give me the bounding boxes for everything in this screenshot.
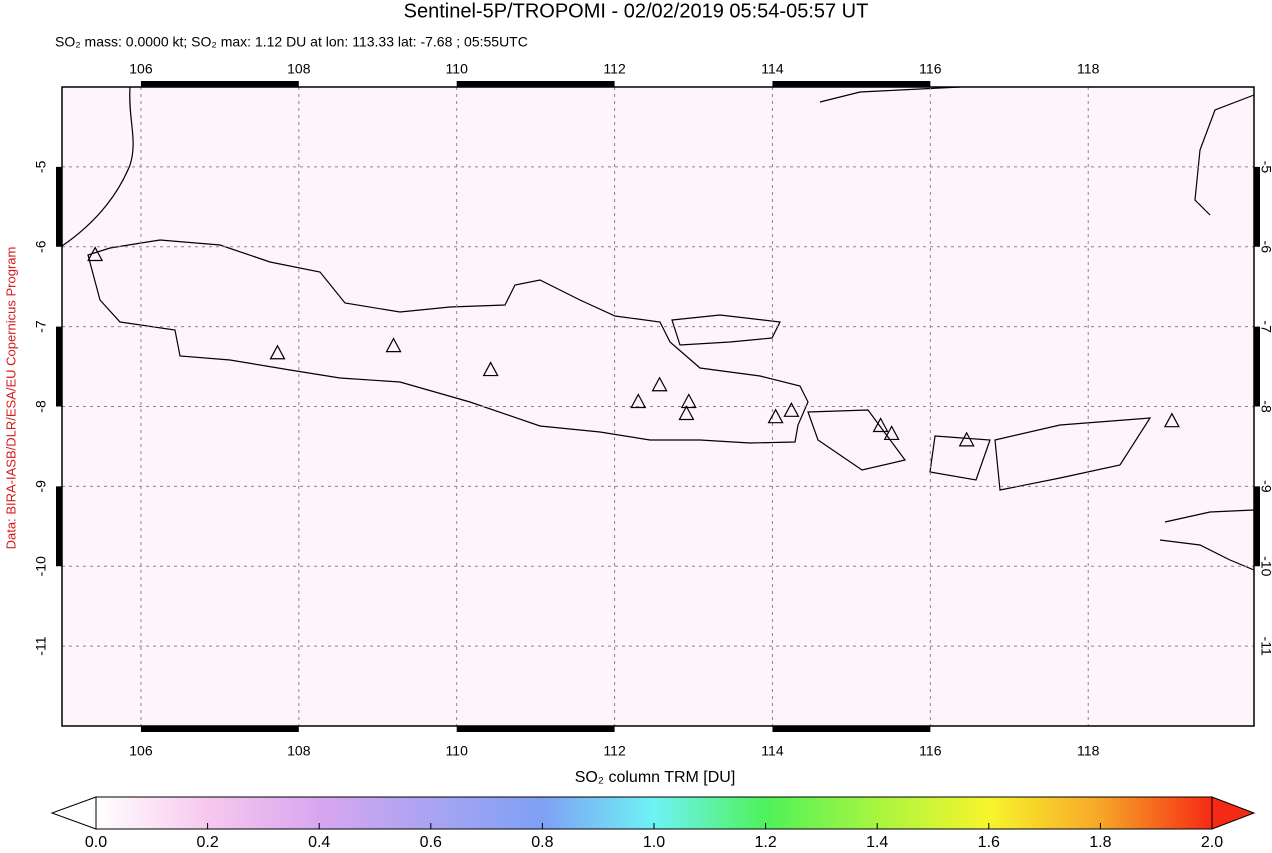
colorbar-tick-label: 1.0 xyxy=(643,834,665,851)
x-tick-label: 118 xyxy=(1077,743,1100,759)
coast-java xyxy=(87,239,809,444)
subtitle: SO₂ mass: 0.0000 kt; SO₂ max: 1.12 DU at… xyxy=(55,34,528,50)
x-tick-label: 114 xyxy=(761,61,784,77)
frame-bar xyxy=(140,81,299,87)
x-tick-label: 108 xyxy=(287,743,311,759)
x-tick-label: 110 xyxy=(446,61,469,77)
frame-bar xyxy=(772,726,931,732)
x-tick-label: 106 xyxy=(129,61,153,77)
volcano xyxy=(630,393,647,409)
x-tick-label: 116 xyxy=(919,743,942,759)
volcano xyxy=(958,431,975,447)
colorbar-tick-label: 0.2 xyxy=(196,834,218,851)
frame-bar xyxy=(772,81,931,87)
x-tick-label: 110 xyxy=(446,743,469,759)
colorbar-tick-label: 1.8 xyxy=(1089,834,1111,851)
y-tick-label: -8 xyxy=(1258,400,1272,413)
volcano xyxy=(1163,412,1180,428)
x-tick-label: 112 xyxy=(603,61,626,77)
volcano xyxy=(678,405,695,421)
frame-bar xyxy=(456,726,615,732)
volcano xyxy=(883,425,900,441)
volcano xyxy=(783,402,800,417)
volcano xyxy=(482,361,499,377)
coast-sumbawa xyxy=(994,417,1152,491)
volcano xyxy=(651,376,668,392)
x-tick-label: 112 xyxy=(603,743,626,759)
frame-bar xyxy=(56,166,62,247)
y-tick-label: -9 xyxy=(1258,480,1272,493)
coast-bali xyxy=(807,409,907,471)
y-tick-label: -6 xyxy=(1258,241,1272,254)
y-tick-label: -5 xyxy=(33,160,49,173)
colorbar-tick-label: 1.2 xyxy=(754,834,776,851)
frame-bars xyxy=(56,81,1260,732)
x-tick-label: 106 xyxy=(129,743,153,759)
y-tick-label: -10 xyxy=(1258,556,1272,576)
colorbar-tick-label: 0.6 xyxy=(420,834,442,851)
volcano xyxy=(767,408,784,424)
colorbar-tick-label: 0.0 xyxy=(85,834,107,851)
coast-sumatra xyxy=(61,86,134,247)
colorbar-tick-label: 1.6 xyxy=(978,834,1000,851)
coastlines xyxy=(61,86,1255,571)
y-tick-label: -8 xyxy=(33,400,49,413)
coast-lombok xyxy=(929,435,991,481)
x-tick-label: 114 xyxy=(761,743,784,759)
x-tick-label: 118 xyxy=(1077,61,1100,77)
coast-flores xyxy=(1159,509,1255,571)
volcano xyxy=(872,417,889,433)
y-tick-label: -11 xyxy=(1258,637,1272,656)
volcano xyxy=(87,246,104,262)
frame-bar xyxy=(1254,166,1260,247)
y-tick-label: -11 xyxy=(33,636,49,655)
y-tick-label: -7 xyxy=(1258,320,1272,333)
colorbar-tick-label: 0.4 xyxy=(308,834,330,851)
frame-bar xyxy=(456,81,615,87)
x-tick-label: 108 xyxy=(287,61,311,77)
grid xyxy=(62,87,1254,726)
frame-bar xyxy=(140,726,299,732)
y-tick-label: -9 xyxy=(33,480,49,493)
x-tick-label: 116 xyxy=(919,61,942,77)
volcano xyxy=(385,337,402,353)
y-tick-label: -6 xyxy=(33,240,49,253)
volcano xyxy=(680,393,697,409)
volcano xyxy=(269,344,286,360)
frame-bar xyxy=(56,486,62,567)
colorbar-low-arrow xyxy=(50,796,97,830)
title: Sentinel-5P/TROPOMI - 02/02/2019 05:54-0… xyxy=(404,0,869,22)
colorbar-label: SO₂ column TRM [DU] xyxy=(575,769,736,786)
colorbar-high-arrow xyxy=(1211,796,1256,830)
y-tick-label: -7 xyxy=(33,320,49,333)
colorbar-tick-label: 2.0 xyxy=(1201,834,1223,851)
frame-bar xyxy=(56,326,62,407)
frame-bar xyxy=(1254,326,1260,407)
frame-bar xyxy=(1254,486,1260,567)
colorbar-tick-label: 0.8 xyxy=(531,834,553,851)
coast-madura xyxy=(671,314,781,346)
y-tick-label: -10 xyxy=(33,556,49,576)
volcano-layer xyxy=(87,246,1180,447)
y-tick-label: -5 xyxy=(1258,161,1272,174)
credit: Data: BIRA-IASB/DLR/ESA/EU Copernicus Pr… xyxy=(3,247,18,550)
colorbar-tick-label: 1.4 xyxy=(866,834,888,851)
